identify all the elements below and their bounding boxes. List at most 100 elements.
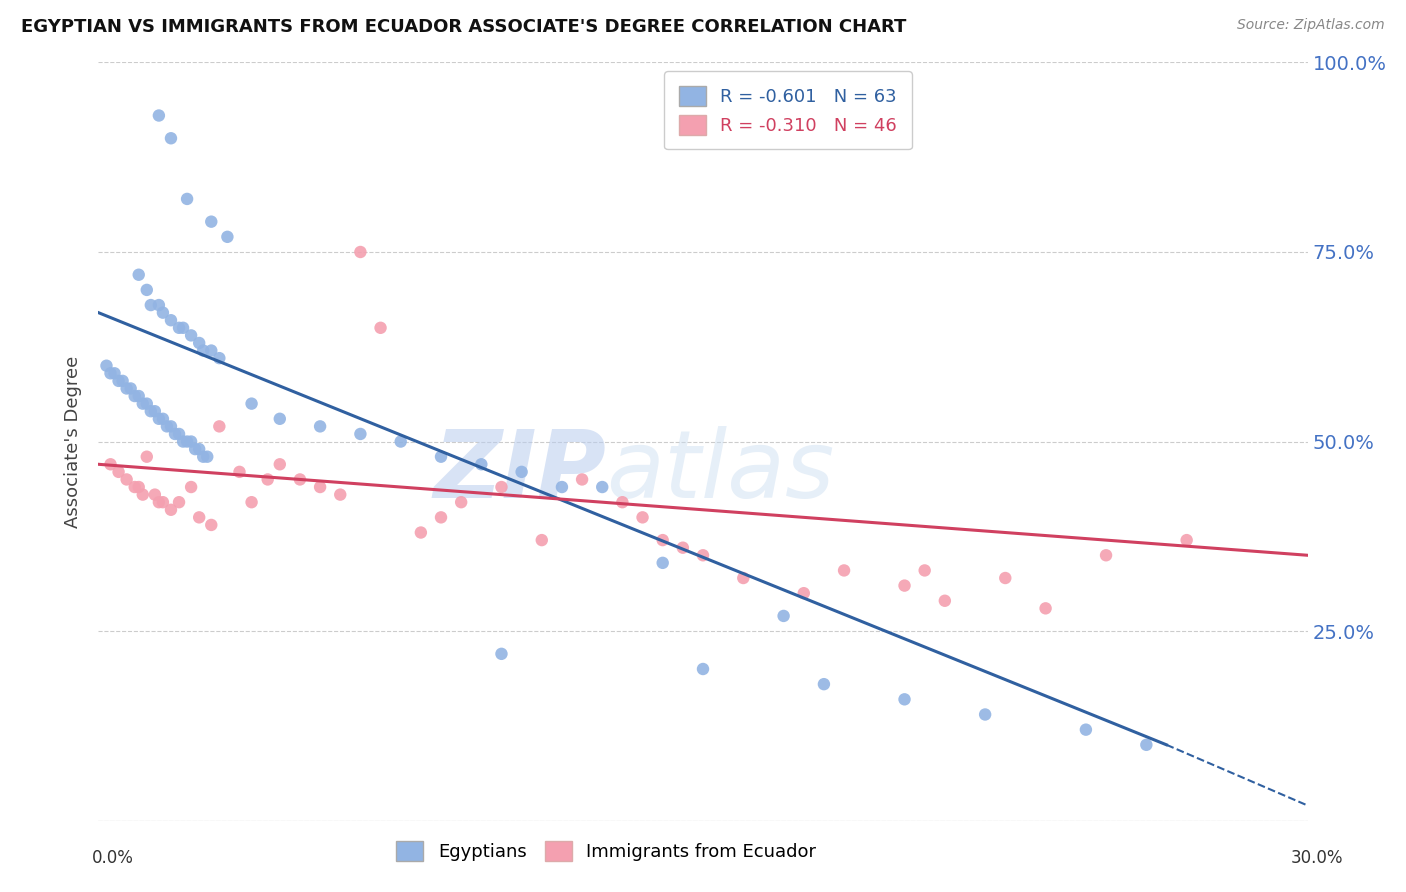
Point: [139, 298, 162, 312]
Point: [167, 495, 190, 509]
Point: [631, 510, 654, 524]
Point: [200, 343, 222, 358]
Point: [228, 465, 250, 479]
Point: [200, 517, 222, 532]
Point: [152, 305, 174, 319]
Point: [772, 608, 794, 623]
Point: [893, 579, 915, 593]
Point: [103, 366, 125, 380]
Point: [176, 192, 198, 206]
Point: [172, 434, 194, 449]
Point: [1175, 533, 1198, 547]
Point: [100, 457, 122, 471]
Point: [176, 434, 198, 449]
Point: [148, 108, 170, 122]
Point: [128, 268, 150, 282]
Text: 30.0%: 30.0%: [1291, 849, 1343, 867]
Point: [1035, 601, 1057, 615]
Y-axis label: Associate's Degree: Associate's Degree: [65, 355, 83, 528]
Point: [832, 564, 855, 578]
Point: [128, 389, 150, 403]
Point: [132, 487, 155, 501]
Point: [152, 495, 174, 509]
Point: [193, 343, 215, 358]
Point: [163, 427, 186, 442]
Point: [530, 533, 553, 547]
Point: [510, 465, 533, 479]
Point: [491, 647, 513, 661]
Point: [672, 541, 695, 555]
Point: [591, 480, 613, 494]
Point: [188, 510, 211, 524]
Point: [135, 283, 157, 297]
Point: [148, 412, 170, 426]
Point: [1095, 548, 1118, 563]
Point: [571, 473, 593, 487]
Point: [733, 571, 755, 585]
Point: [994, 571, 1017, 585]
Point: [160, 131, 183, 145]
Legend: Egyptians, Immigrants from Ecuador: Egyptians, Immigrants from Ecuador: [389, 834, 824, 869]
Point: [148, 298, 170, 312]
Point: [309, 480, 332, 494]
Point: [107, 374, 129, 388]
Point: [107, 465, 129, 479]
Point: [491, 480, 513, 494]
Point: [240, 396, 263, 410]
Text: atlas: atlas: [606, 426, 835, 517]
Point: [551, 480, 574, 494]
Point: [793, 586, 815, 600]
Text: EGYPTIAN VS IMMIGRANTS FROM ECUADOR ASSOCIATE'S DEGREE CORRELATION CHART: EGYPTIAN VS IMMIGRANTS FROM ECUADOR ASSO…: [21, 18, 907, 36]
Point: [148, 495, 170, 509]
Point: [692, 548, 714, 563]
Point: [934, 594, 956, 608]
Point: [470, 457, 492, 471]
Point: [389, 434, 412, 449]
Point: [156, 419, 179, 434]
Point: [160, 313, 183, 327]
Point: [143, 487, 166, 501]
Point: [120, 382, 142, 396]
Point: [135, 396, 157, 410]
Point: [135, 450, 157, 464]
Point: [96, 359, 118, 373]
Point: [100, 366, 122, 380]
Point: [180, 328, 202, 343]
Point: [188, 442, 211, 457]
Text: Source: ZipAtlas.com: Source: ZipAtlas.com: [1237, 18, 1385, 32]
Point: [430, 510, 453, 524]
Point: [184, 442, 207, 457]
Point: [269, 412, 291, 426]
Point: [193, 450, 215, 464]
Point: [309, 419, 332, 434]
Text: ZIP: ZIP: [433, 425, 606, 518]
Point: [188, 335, 211, 350]
Point: [208, 419, 231, 434]
Point: [450, 495, 472, 509]
Point: [208, 351, 231, 366]
Point: [195, 450, 218, 464]
Point: [128, 480, 150, 494]
Point: [349, 427, 371, 442]
Text: 0.0%: 0.0%: [91, 849, 134, 867]
Point: [612, 495, 634, 509]
Point: [124, 480, 146, 494]
Point: [409, 525, 432, 540]
Point: [288, 473, 311, 487]
Point: [1074, 723, 1097, 737]
Point: [180, 434, 202, 449]
Point: [132, 396, 155, 410]
Point: [430, 450, 453, 464]
Point: [329, 487, 352, 501]
Point: [269, 457, 291, 471]
Point: [813, 677, 835, 691]
Point: [914, 564, 936, 578]
Point: [160, 503, 183, 517]
Point: [256, 473, 278, 487]
Point: [200, 214, 222, 228]
Point: [152, 412, 174, 426]
Point: [115, 473, 138, 487]
Point: [692, 662, 714, 676]
Point: [370, 320, 392, 334]
Point: [349, 244, 371, 259]
